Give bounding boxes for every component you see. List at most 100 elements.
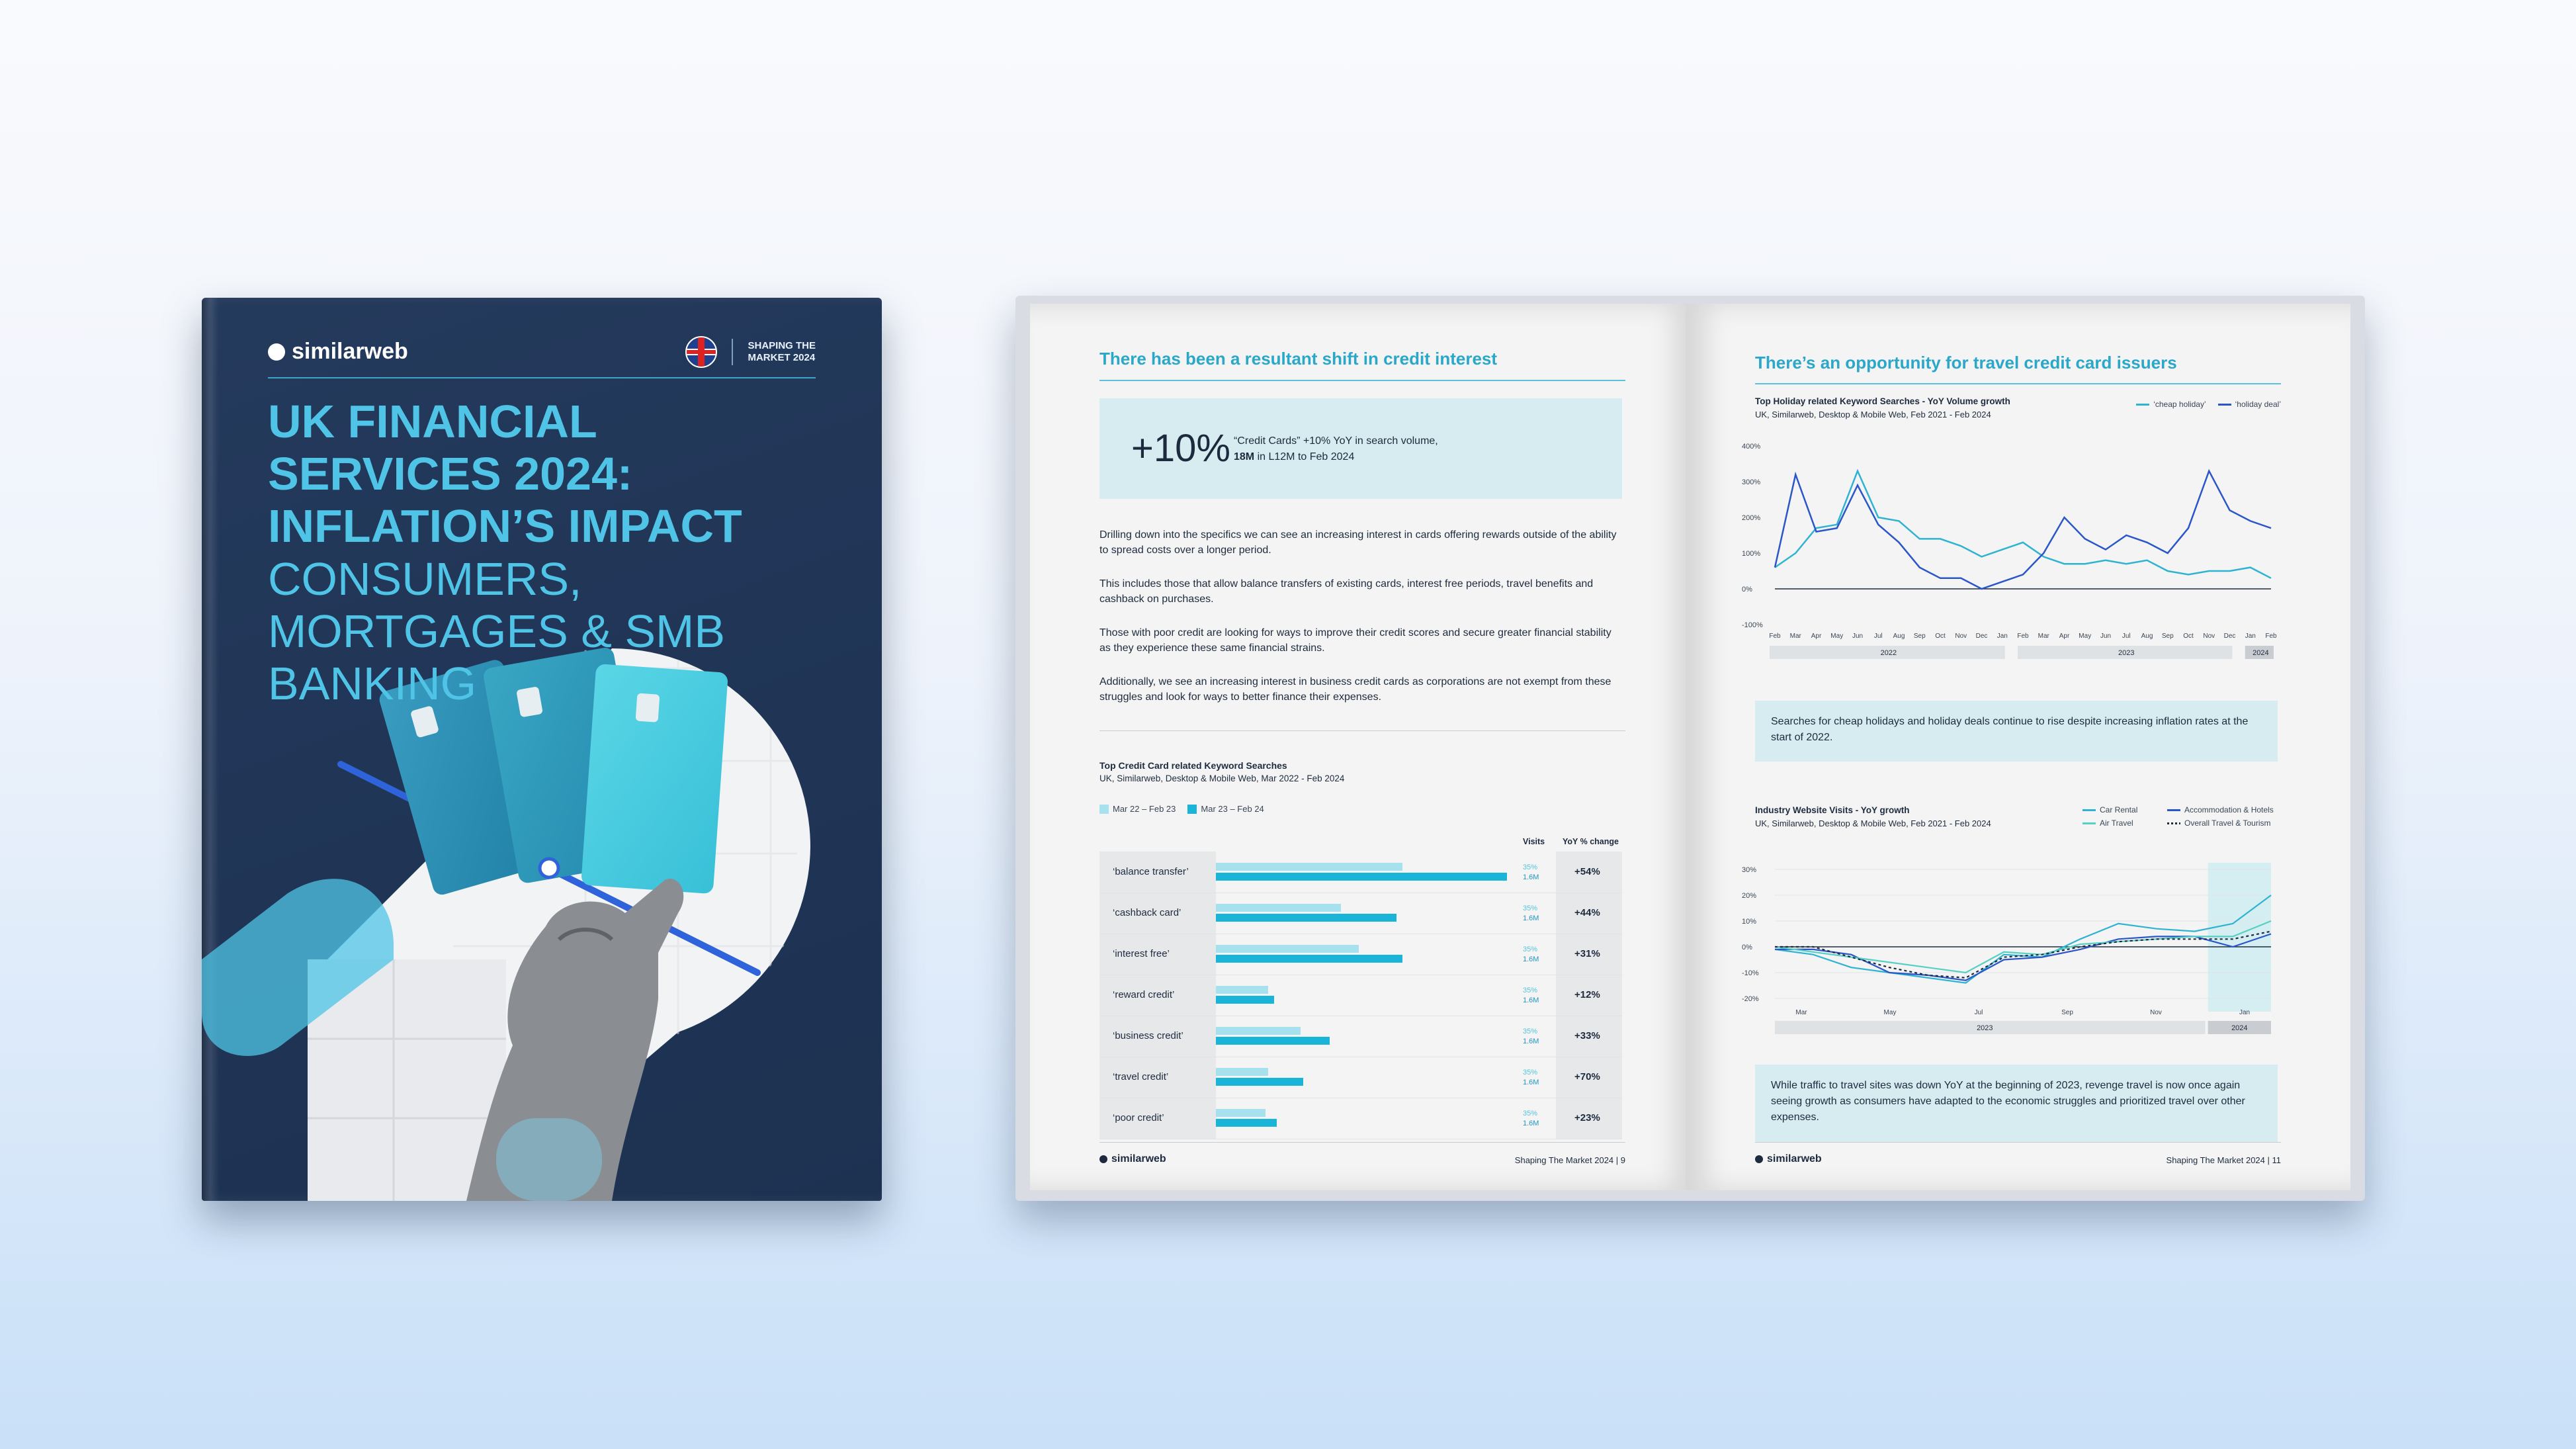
keyword-label: ‘poor credit’ [1113,1112,1164,1123]
table-row: ‘interest free’ 35% 1.6M +31% [1099,934,1622,975]
legend-swatch [2136,403,2150,406]
chart-subtitle: UK, Similarweb, Desktop & Mobile Web, Ma… [1099,773,1345,783]
keyword-label: ‘business credit’ [1113,1030,1183,1041]
legend-swatch [2082,809,2096,811]
y-tick-label: -100% [1742,621,1763,629]
bar-prev-year [1216,1109,1266,1117]
x-tick-label: Sep [2162,633,2174,640]
visits-label-current: 1.6M [1523,1120,1539,1127]
x-tick-label: Aug [2141,633,2153,640]
yoy-change: +54% [1574,866,1600,877]
x-tick-label: Dec [1976,633,1988,640]
legend-swatch [1099,804,1109,814]
y-tick-label: 0% [1742,944,1752,951]
x-tick-label: Mar [2038,633,2050,640]
x-tick-label: Jun [1852,633,1863,640]
paragraph: Those with poor credit are looking for w… [1099,627,1611,654]
x-tick-label: May [2079,633,2091,640]
legend-label: Overall Travel & Tourism [2184,818,2271,828]
footer-brand-name: similarweb [1111,1153,1166,1164]
legend-item: Accommodation & Hotels [2167,805,2274,814]
legend-label: ‘cheap holiday’ [2153,400,2206,409]
bar-current-year [1216,955,1402,963]
legend-item: Mar 23 – Feb 24 [1187,804,1264,814]
bar-prev-year [1216,986,1269,994]
y-tick-label: 0% [1742,586,1752,593]
x-tick-label: Jul [2122,633,2131,640]
year-band [2018,646,2233,659]
x-tick-label: Apr [2059,633,2070,640]
visits-label-current: 1.6M [1523,996,1539,1004]
page-footer: Shaping The Market 2024 | 11 [2166,1155,2281,1165]
section-divider [1099,730,1625,731]
cover-title: UK FINANCIAL SERVICES 2024: INFLATION’S … [268,396,742,552]
x-tick-label: May [1884,1009,1897,1016]
cover-brand-name: similarweb [292,339,408,364]
stat-text-b: 18M [1234,451,1255,462]
legend-item: Mar 22 – Feb 23 [1099,804,1176,814]
visits-label-current: 1.6M [1523,1078,1539,1086]
uk-flag-icon [685,336,718,368]
x-tick-label: Apr [1811,633,1822,640]
holiday-search-chart: 400% 300% 200% 100% 0% -100% Feb Mar Apr May Jun Ju… [1742,443,2277,659]
legend-swatch [2167,809,2180,811]
keyword-label: ‘reward credit’ [1113,989,1175,1000]
bar-current-year [1216,1119,1277,1127]
visits-label-current: 1.6M [1523,873,1539,881]
visits-label-prev: 35% [1523,863,1538,871]
x-tick-label: Jan [2239,1009,2250,1016]
yoy-change: +70% [1574,1071,1600,1082]
year-label: 2022 [1881,649,1897,657]
chart-legend: Mar 22 – Feb 23 Mar 23 – Feb 24 [1099,804,1264,814]
year-band [2245,646,2274,659]
legend-label: ‘holiday deal’ [2235,400,2281,409]
series-line-1 [1774,895,2272,984]
chart-title: Industry Website Visits - YoY growth [1755,805,1910,815]
keyword-label: ‘travel credit’ [1113,1071,1169,1082]
year-band [1770,646,2005,659]
x-tick-label: Oct [2183,633,2194,640]
x-tick-label: May [1830,633,1843,640]
legend-item: Overall Travel & Tourism [2167,818,2270,828]
stat-text-c: in L12M to Feb 2024 [1254,451,1355,462]
title-rule [1755,383,2281,384]
bar-current-year [1216,873,1507,881]
title-rule [1099,380,1625,381]
legend-swatch [1187,804,1197,814]
footer-brand-name: similarweb [1767,1153,1822,1164]
stat-value: +10% [1131,427,1230,470]
year-label: 2024 [2231,1024,2247,1032]
report-cover: similarweb SHAPING THE MARKET 2024 UK FI… [202,298,882,1201]
table-row: ‘reward credit’ 35% 1.6M +12% [1099,975,1622,1016]
chart-title: Top Holiday related Keyword Searches - Y… [1755,396,2010,406]
bar-prev-year [1216,945,1359,953]
keyword-label: ‘balance transfer’ [1113,866,1189,877]
y-tick-label: 100% [1742,550,1760,558]
label-column-bg [1099,852,1216,1139]
table-row: ‘balance transfer’ 35% 1.6M +54% [1099,852,1622,893]
chart-legend: Car Rental Accommodation & Hotels Air Tr… [2082,805,2281,828]
x-tick-label: Nov [2203,633,2215,640]
footer-rule [1099,1142,1625,1143]
similarweb-logo-icon [268,343,285,361]
visits-label-prev: 35% [1523,1110,1538,1118]
yoy-change: +31% [1574,948,1600,959]
visits-label-current: 1.6M [1523,914,1539,922]
cover-badge: SHAPING THE MARKET 2024 [685,336,816,368]
keyword-label: ‘cashback card’ [1113,907,1181,918]
legend-swatch [2082,822,2096,824]
table-row: ‘travel credit’ 35% 1.6M +70% [1099,1057,1622,1098]
x-tick-label: Sep [1914,633,1926,640]
chart-title: Top Credit Card related Keyword Searches [1099,760,1287,771]
badge-line-1: SHAPING THE [748,340,816,351]
cover-subtitle: CONSUMERS, MORTGAGES & SMB BANKING [268,553,726,709]
year-band [1775,1021,2206,1034]
page-footer: Shaping The Market 2024 | 9 [1514,1155,1625,1165]
x-tick-label: Nov [1955,633,1967,640]
footer-brand: similarweb [1755,1153,1822,1165]
col-yoy-header: YoY % change [1563,837,1619,846]
keyword-label: ‘interest free’ [1113,948,1170,959]
year-label: 2023 [2118,649,2134,657]
legend-item: Car Rental [2082,805,2155,814]
visits-label-prev: 35% [1523,1028,1538,1035]
